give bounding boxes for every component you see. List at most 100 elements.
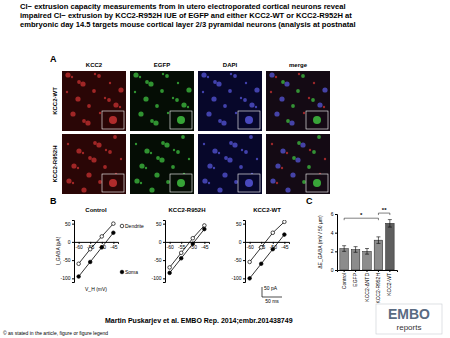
cell	[148, 81, 153, 86]
cell	[96, 142, 101, 147]
cell	[234, 180, 238, 184]
cell	[281, 80, 285, 84]
iv-plot: KCC2-R952H-100-50050-60-55-50-45	[151, 207, 209, 283]
image-background	[266, 134, 330, 194]
axis-line	[163, 221, 166, 283]
tick-label: -50	[234, 257, 241, 263]
cell	[229, 141, 233, 145]
tick: EGFP	[352, 270, 358, 287]
cell	[145, 167, 147, 169]
cell	[154, 172, 159, 177]
cell	[309, 149, 311, 151]
bar	[386, 223, 395, 270]
tick-label: -100	[231, 275, 241, 281]
cell	[240, 97, 242, 99]
inset-cell	[109, 179, 117, 187]
cell	[284, 81, 289, 86]
cell	[105, 149, 107, 151]
cell	[317, 135, 321, 139]
cell	[291, 104, 295, 108]
tick-label: 50	[156, 221, 162, 227]
column-header: merge	[289, 62, 308, 68]
tick-mark	[367, 270, 368, 272]
point	[271, 247, 275, 251]
tick-label: -45	[281, 244, 288, 250]
inset	[238, 111, 260, 129]
tick-label: 4	[331, 230, 334, 236]
tick-label: EGFP	[352, 272, 358, 286]
inset	[306, 111, 328, 129]
cell	[99, 112, 101, 114]
tick: -60	[247, 242, 254, 250]
point	[283, 233, 287, 237]
cell	[213, 80, 217, 84]
cell	[75, 96, 80, 101]
tick-label: -50	[154, 257, 161, 263]
point	[168, 271, 172, 275]
cell	[119, 106, 121, 108]
cell	[82, 152, 84, 154]
cell	[211, 96, 216, 101]
cell	[207, 76, 209, 78]
cell	[87, 104, 91, 108]
micrograph	[130, 134, 194, 194]
tick-label: -100	[151, 275, 161, 281]
cell	[165, 74, 169, 78]
axis-line	[72, 221, 75, 283]
axis: -60-55-50-45	[166, 242, 210, 250]
cell	[135, 143, 137, 145]
cell	[269, 72, 274, 77]
cell	[188, 158, 190, 160]
cell	[212, 148, 217, 153]
tick-mark	[163, 278, 165, 279]
title-line: embryonic day 14.5 targets mouse cortica…	[20, 20, 356, 29]
tick-mark	[243, 224, 245, 225]
tick-label: KCC2-WT	[386, 273, 392, 296]
iv-plot: KCC2-WT-100-50050-60-55-50-45	[231, 207, 289, 283]
point	[88, 260, 92, 264]
cell	[254, 87, 259, 92]
cell	[286, 152, 288, 154]
copyright: © as stated in the article, figure or fi…	[3, 330, 108, 336]
column-header: KCC2	[86, 62, 103, 68]
point	[179, 251, 183, 255]
cell	[91, 157, 96, 162]
point	[100, 235, 104, 239]
cell	[311, 98, 315, 102]
chart-title: KCC2-WT	[253, 207, 281, 213]
tick-mark	[72, 242, 74, 243]
journal-logo: EMBOreports	[376, 304, 442, 334]
cell	[93, 141, 97, 145]
cell	[274, 111, 279, 116]
micrograph	[198, 71, 262, 131]
iv-plot: Control-100-50050-60-55-50-45DendriteSom…	[55, 207, 144, 292]
cell	[208, 182, 210, 184]
cell	[162, 73, 164, 75]
cell	[155, 104, 159, 108]
cell	[303, 112, 305, 114]
axis: -60-55-50-45	[75, 242, 119, 250]
tick-mark	[389, 270, 390, 272]
tick: KCC2-R952H	[375, 270, 381, 304]
cell	[113, 102, 118, 107]
inset	[102, 111, 124, 129]
cell	[302, 180, 306, 184]
axis-line	[335, 215, 338, 271]
tick-label: -100	[60, 275, 70, 281]
point	[77, 275, 81, 279]
tick-label: KCC2-ΔNTD	[364, 273, 370, 302]
tick-label: -50	[63, 257, 70, 263]
axis: -100-50050	[60, 221, 74, 283]
title-line: impaired Cl− extrusion by KCC2‐R952H IUE…	[20, 11, 352, 20]
image-background	[62, 134, 126, 194]
cell	[120, 158, 122, 160]
cell	[133, 72, 138, 77]
error-bar	[342, 246, 346, 252]
cell	[88, 156, 92, 160]
cell	[255, 106, 257, 108]
cell	[150, 152, 152, 154]
cell	[66, 178, 71, 183]
point	[88, 247, 92, 251]
tick-label: -55	[258, 244, 265, 250]
cell	[207, 163, 212, 168]
